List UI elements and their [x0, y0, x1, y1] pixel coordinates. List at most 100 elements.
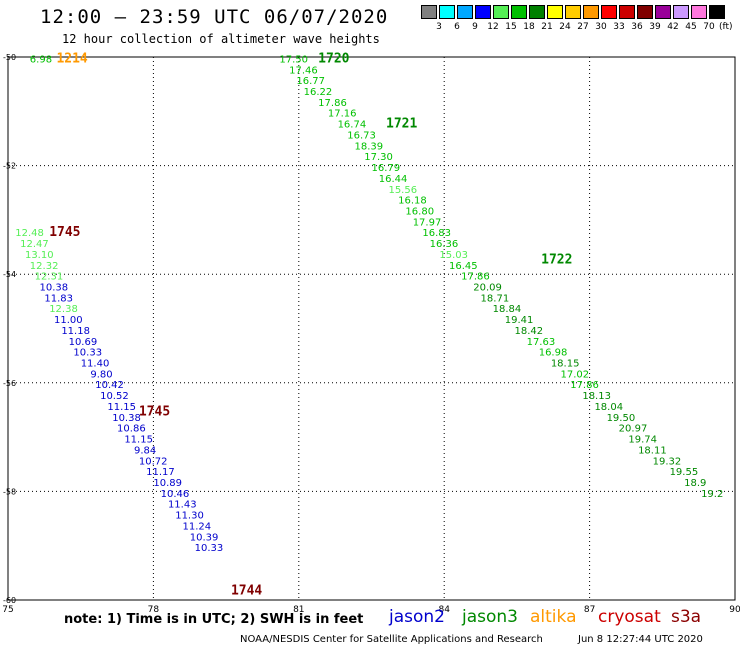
wave-height-label: 16.77 — [296, 76, 325, 87]
wave-height-label: 17.63 — [527, 337, 556, 348]
wave-height-label: 16.45 — [449, 261, 478, 272]
wave-height-label: 11.24 — [182, 521, 211, 532]
wave-height-label: 10.46 — [161, 489, 190, 500]
wave-height-label: 11.30 — [175, 511, 204, 522]
satellite-name-cryosat: cryosat — [598, 607, 661, 627]
legend-swatch — [655, 5, 671, 19]
legend-label: 12 — [487, 22, 499, 32]
wave-height-label: 17.50 — [279, 54, 308, 65]
x-tick-label: 90 — [729, 605, 740, 615]
legend-swatch — [691, 5, 707, 19]
legend-label: 18 — [523, 22, 535, 32]
legend-swatch — [673, 5, 689, 19]
pass-time-label: 1745 — [49, 225, 80, 240]
wave-height-label: 16.22 — [304, 87, 333, 98]
wave-height-label: 17.02 — [561, 369, 590, 380]
wave-height-label: 18.9 — [684, 478, 706, 489]
wave-height-label: 9.80 — [90, 369, 112, 380]
legend-label: 45 — [685, 22, 697, 32]
wave-height-label: 15.03 — [439, 250, 468, 261]
y-tick-label: -54 — [3, 270, 16, 279]
x-tick-label: 75 — [2, 605, 13, 615]
wave-height-label: 12.47 — [20, 239, 49, 250]
wave-height-label: 19.74 — [628, 435, 657, 446]
satellite-name-s3a: s3a — [671, 607, 702, 627]
wave-height-label: 10.52 — [100, 391, 129, 402]
legend-label: 21 — [541, 22, 553, 32]
x-tick-label: 78 — [148, 605, 160, 615]
legend-label: 36 — [631, 22, 643, 32]
wave-height-label: 18.71 — [481, 293, 510, 304]
wave-height-label: 11.00 — [54, 315, 83, 326]
wave-height-label: 18.42 — [514, 326, 543, 337]
wave-height-label: 18.13 — [582, 391, 611, 402]
legend-swatch — [529, 5, 545, 19]
legend-label: 39 — [649, 22, 661, 32]
legend-swatch — [547, 5, 563, 19]
x-tick-label: 81 — [293, 605, 304, 615]
legend-swatch — [709, 5, 725, 19]
wave-height-label: 19.32 — [653, 456, 682, 467]
legend-unit: (ft) — [719, 22, 733, 32]
legend-swatch — [421, 5, 437, 19]
y-tick-label: -56 — [3, 379, 16, 388]
wave-height-label: 11.15 — [124, 435, 153, 446]
wave-height-label: 18.39 — [355, 141, 384, 152]
x-tick-label: 87 — [584, 605, 595, 615]
wave-height-label: 18.15 — [551, 359, 580, 370]
legend-label: 33 — [613, 22, 625, 32]
y-tick-label: -52 — [3, 162, 16, 171]
wave-height-label: 17.30 — [364, 152, 393, 163]
wave-height-label: 17.86 — [318, 98, 347, 109]
legend-label: 9 — [472, 22, 478, 32]
wave-height-label: 11.18 — [61, 326, 90, 337]
footer-note: note: 1) Time is in UTC; 2) SWH is in fe… — [64, 612, 364, 627]
legend-label: 15 — [505, 22, 517, 32]
wave-height-label: 20.97 — [619, 424, 648, 435]
wave-height-label: 9.84 — [134, 445, 156, 456]
wave-height-label: 16.36 — [430, 239, 459, 250]
wave-height-label: 16.83 — [422, 228, 451, 239]
wave-height-label: 10.69 — [69, 337, 98, 348]
x-tick-label: 84 — [438, 605, 450, 615]
generation-timestamp: Jun 8 12:27:44 UTC 2020 — [578, 634, 703, 645]
legend-swatch — [565, 5, 581, 19]
wave-height-label: 17.86 — [461, 272, 490, 283]
wave-height-label: 10.38 — [40, 282, 69, 293]
wave-height-label: 18.11 — [638, 445, 667, 456]
legend-swatch — [439, 5, 455, 19]
wave-height-label: 12.32 — [30, 261, 59, 272]
wave-height-label: 10.38 — [112, 413, 141, 424]
legend-swatch — [601, 5, 617, 19]
legend-label: 27 — [577, 22, 589, 32]
wave-height-label: 11.40 — [81, 359, 110, 370]
wave-height-label: 10.33 — [73, 348, 102, 359]
wave-height-label: 10.86 — [117, 424, 146, 435]
legend-swatch — [637, 5, 653, 19]
wave-height-label: 10.42 — [95, 380, 124, 391]
wave-height-label: 12.48 — [15, 228, 44, 239]
pass-time-label: 1720 — [318, 51, 349, 66]
wave-height-label: 16.98 — [539, 348, 568, 359]
pass-time-label: 1722 — [541, 252, 572, 267]
satellite-name-jason3: jason3 — [462, 607, 518, 627]
wave-height-label: 10.72 — [139, 456, 168, 467]
wave-height-label: 16.44 — [379, 174, 408, 185]
satellite-name-jason2: jason2 — [389, 607, 445, 627]
wave-height-label: 17.97 — [413, 217, 442, 228]
legend-swatch — [583, 5, 599, 19]
wave-height-label: 10.89 — [153, 478, 182, 489]
wave-height-label: 16.79 — [372, 163, 401, 174]
y-tick-label: -60 — [3, 596, 16, 605]
wave-height-label: 17.16 — [328, 109, 357, 120]
legend-swatch — [619, 5, 635, 19]
y-tick-label: -50 — [3, 53, 16, 62]
wave-height-label: 13.10 — [25, 250, 54, 261]
pass-time-label: 1744 — [231, 584, 262, 599]
plot-frame — [7, 56, 736, 601]
wave-height-label: 19.50 — [607, 413, 636, 424]
wave-height-label: 16.74 — [338, 120, 367, 131]
wave-height-label: 19.41 — [505, 315, 534, 326]
satellite-name-altika: altika — [530, 607, 577, 627]
